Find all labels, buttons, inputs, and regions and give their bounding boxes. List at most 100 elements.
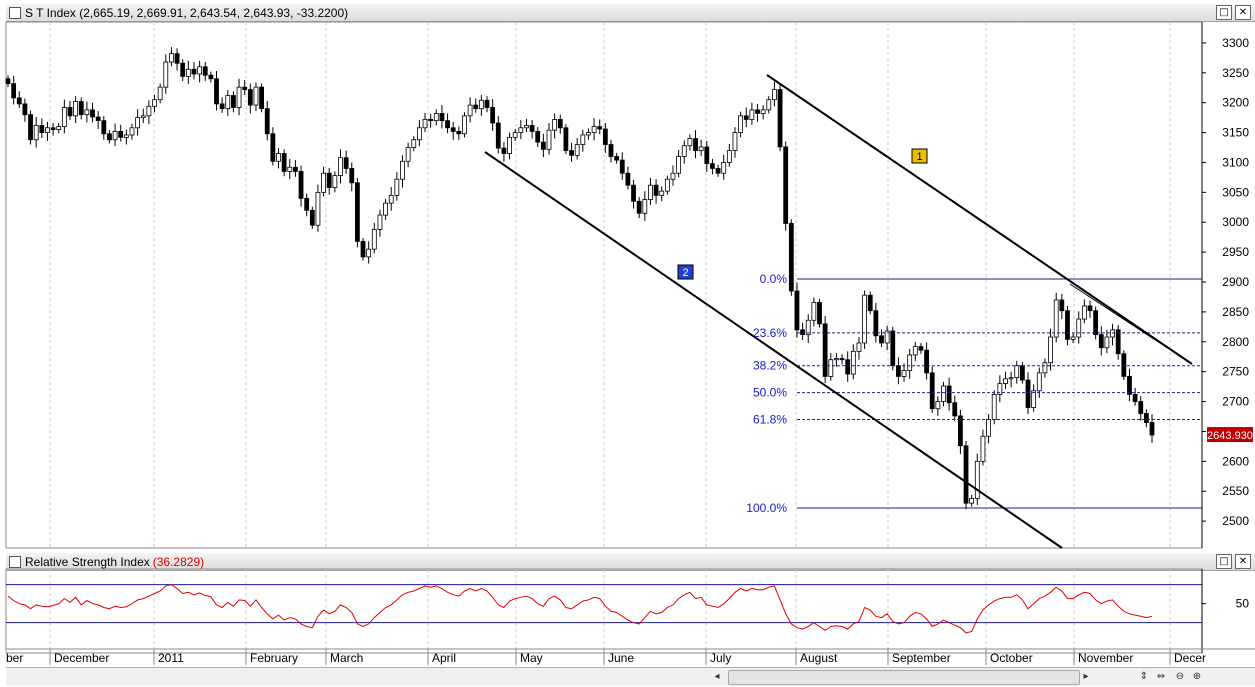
candle-body (817, 301, 822, 325)
horizontal-zoom-button[interactable]: ⇔ (1156, 671, 1166, 682)
candle-body (394, 178, 400, 196)
candle-body (495, 122, 501, 149)
fib-level-label: 61.8% (753, 412, 787, 426)
vertical-zoom-button[interactable]: ⇕ (1139, 671, 1149, 682)
candle-body (28, 114, 33, 141)
candle-body (653, 184, 659, 196)
candle-body (710, 163, 715, 169)
candle-body (1053, 299, 1059, 338)
candle-body (61, 107, 67, 128)
close-button[interactable]: ✕ (1235, 5, 1251, 20)
candle-body (1132, 393, 1138, 402)
candle-body (1093, 310, 1099, 336)
candle-body (462, 115, 467, 135)
annotation-marker (677, 264, 694, 280)
candle-body (354, 182, 360, 242)
fib-level-label: 0.0% (760, 272, 788, 286)
price-tick-label: 3000 (1222, 215, 1249, 229)
candle-body (1025, 379, 1031, 408)
annotation-marker (911, 148, 928, 164)
candle-body (157, 86, 163, 101)
candle-body (704, 146, 710, 165)
candle-body (326, 172, 332, 188)
candle-body (602, 128, 608, 145)
scroll-right-button[interactable]: ▸ (1083, 671, 1089, 682)
candle-body (850, 350, 856, 375)
candle-body (1008, 377, 1014, 380)
date-tick-label: August (800, 651, 838, 665)
candle-body (687, 138, 693, 147)
rsi-panel-header: Relative Strength Index (36.2829) □ ✕ (6, 553, 1255, 571)
horizontal-scrollbar[interactable]: ◂ ▸ ⇕ ⇔ ⊖ ⊕ (6, 667, 1255, 686)
candle-body (22, 103, 28, 116)
candle-body (698, 146, 704, 151)
candle-body (219, 103, 225, 110)
date-axis: ber December 2011 February March April May June… (6, 648, 1255, 665)
candle-body (1081, 305, 1087, 320)
trendline-inner (1069, 283, 1193, 365)
candle-body (760, 109, 766, 114)
candle-body (749, 109, 755, 120)
maximize-button[interactable]: □ (1216, 5, 1232, 20)
candle-body (247, 89, 253, 106)
candle-body (952, 402, 958, 417)
candle-body (473, 104, 479, 110)
candle-body (439, 113, 445, 122)
candle-body (169, 53, 174, 63)
rsi-panel-title: Relative Strength Index (25, 554, 150, 569)
candle-body (321, 172, 326, 193)
candle-body (185, 68, 191, 77)
candle-body (980, 435, 986, 462)
rsi-line (7, 584, 1153, 634)
candle-body (664, 178, 670, 192)
candle-body (828, 359, 834, 377)
candle-body (118, 130, 124, 138)
candle-body (524, 125, 529, 129)
candle-body (1143, 413, 1149, 423)
candle-body (152, 99, 157, 107)
candle-body (191, 68, 197, 75)
candle-body (73, 101, 79, 117)
candle-body (343, 157, 349, 169)
zoom-out-button[interactable]: ⊖ (1175, 671, 1185, 682)
price-tick-label: 2600 (1222, 454, 1249, 468)
annotation-label: 2 (682, 267, 688, 279)
candle-body (631, 184, 636, 202)
close-button[interactable]: ✕ (1235, 554, 1251, 569)
zoom-in-button[interactable]: ⊕ (1192, 671, 1202, 682)
candle-body (619, 159, 625, 174)
date-tick-label: 2011 (158, 651, 184, 665)
candle-body (811, 301, 817, 321)
candle-body (507, 136, 512, 154)
candle-body (659, 190, 665, 196)
candle-body (738, 115, 744, 133)
candle-body (800, 329, 806, 336)
candle-body (95, 116, 101, 122)
candle-body (450, 127, 456, 132)
price-panel-title: S T Index (2,665.19, 2,669.91, 2,643.54,… (25, 5, 349, 20)
candle-body (839, 358, 845, 361)
candle-body (1059, 299, 1065, 312)
candle-body (1149, 422, 1155, 436)
date-tick-label: February (250, 651, 298, 665)
price-tick-label: 2800 (1222, 335, 1249, 349)
candle-body (304, 197, 310, 211)
candle-body (862, 294, 867, 344)
candle-body (715, 168, 721, 174)
price-axis: 2500255026002650270027502800285029002950… (1201, 22, 1253, 548)
chart-canvas[interactable]: 0.0% 23.6% 38.2% 50.0% 61.8% 100.0% 1 2 2500 255… (0, 0, 1255, 667)
candle-body (242, 86, 248, 90)
candle-body (670, 172, 676, 180)
maximize-button[interactable]: □ (1216, 554, 1232, 569)
candle-body (557, 119, 563, 129)
candle-body (1104, 336, 1110, 349)
price-tick-label: 2550 (1222, 484, 1249, 498)
candle-body (287, 166, 293, 172)
candle-body (377, 214, 383, 230)
candle-body (907, 354, 913, 371)
candle-body (366, 248, 372, 258)
trendline-upper (766, 74, 1193, 365)
scroll-thumb[interactable] (728, 670, 1080, 685)
candle-body (1121, 353, 1127, 377)
scroll-left-button[interactable]: ◂ (714, 671, 720, 682)
